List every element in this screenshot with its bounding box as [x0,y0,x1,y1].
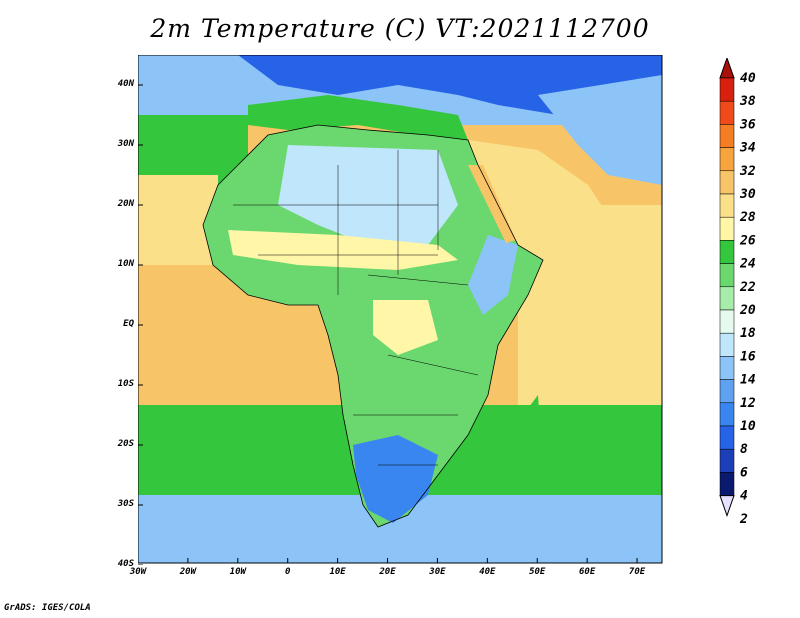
colorbar-segment [719,263,735,288]
map-border [138,55,663,564]
y-axis-label: 40N [117,79,134,89]
x-axis-label: 10E [329,567,346,577]
colorbar-segment [719,402,735,427]
map-title: 2m Temperature (C) VT:2021112700 [150,14,650,43]
colorbar-label: 2 [739,512,748,527]
temperature-map [138,55,663,565]
colorbar-label: 32 [739,164,756,179]
colorbar-segment [719,100,735,125]
axis-ticks [138,84,638,565]
colorbar-top-triangle [719,58,735,79]
colorbar-segment [719,448,735,473]
colorbar-segment [719,356,735,380]
footer-credit: GrADS: IGES/COLA [4,603,91,613]
colorbar-segment [719,240,735,264]
colorbar-label: 40 [740,71,756,86]
colorbar-label: 34 [739,141,756,156]
colorbar-label: 30 [739,187,756,202]
colorbar-label: 12 [740,396,756,411]
east-africa-highlands [468,235,518,315]
colorbar-label: 26 [739,233,756,248]
colorbar-segment [719,379,735,404]
colorbar: 40 38 36 34 32 30 28 26 24 22 20 18 16 14 12 10 8 6 4 2 [719,58,756,527]
colorbar-label: 18 [740,326,756,341]
x-axis-label: 10W [229,567,246,577]
sahel-region [228,230,458,270]
southern-africa-region [353,435,438,523]
sahara-region [278,145,458,245]
y-axis-label: 30N [117,139,134,149]
colorbar-segment [719,216,735,241]
colorbar-label: 22 [739,280,756,295]
colorbar-bottom-triangle [719,495,735,518]
congo-region [373,300,438,355]
y-axis-label: 20S [117,439,134,449]
colorbar-label: 6 [740,465,748,480]
colorbar-label: 16 [740,349,756,364]
colorbar-label: 38 [739,94,756,109]
colorbar-label: 20 [739,303,756,318]
y-axis-label: 30S [117,499,134,509]
europe-land [238,55,662,145]
colorbar-segment [719,332,735,357]
asia-land [538,75,662,185]
x-axis-label: 50E [529,567,546,577]
y-axis-label: 10N [117,259,134,269]
y-axis-label: 20N [117,199,134,209]
x-axis-label: 70E [628,567,646,577]
border-lines [233,150,479,466]
colorbar-segment [719,309,735,334]
x-axis-label: 40E [479,567,496,577]
colorbar-label: 4 [740,489,748,504]
y-axis-label: 10S [117,379,134,389]
y-axis-label: EQ [123,319,134,329]
x-axis-label: 30E [429,567,446,577]
red-sea [468,165,516,243]
colorbar-label: 36 [739,117,756,132]
colorbar-segment [719,147,735,172]
colorbar-segment [719,425,735,450]
colorbar-segment [719,286,735,311]
colorbar-label: 14 [740,373,756,388]
colorbar-segment [719,124,735,148]
x-axis-label: 60E [579,567,596,577]
colorbar-label: 10 [740,419,756,434]
colorbar-segment [719,170,735,195]
colorbar-segment [719,77,735,102]
colorbar-label: 8 [740,442,748,457]
colorbar-segment [719,472,735,496]
madagascar [510,395,540,475]
colorbar-label: 24 [739,257,756,272]
colorbar-segment [719,193,735,218]
x-axis-label: 30W [129,567,147,577]
x-axis-label: 0 [284,567,291,577]
coastline-outline [202,124,544,528]
colorbar-label: 28 [739,210,756,225]
y-axis-label: 40S [117,559,134,569]
x-axis-label: 20W [179,567,197,577]
x-axis-label: 20E [379,567,396,577]
